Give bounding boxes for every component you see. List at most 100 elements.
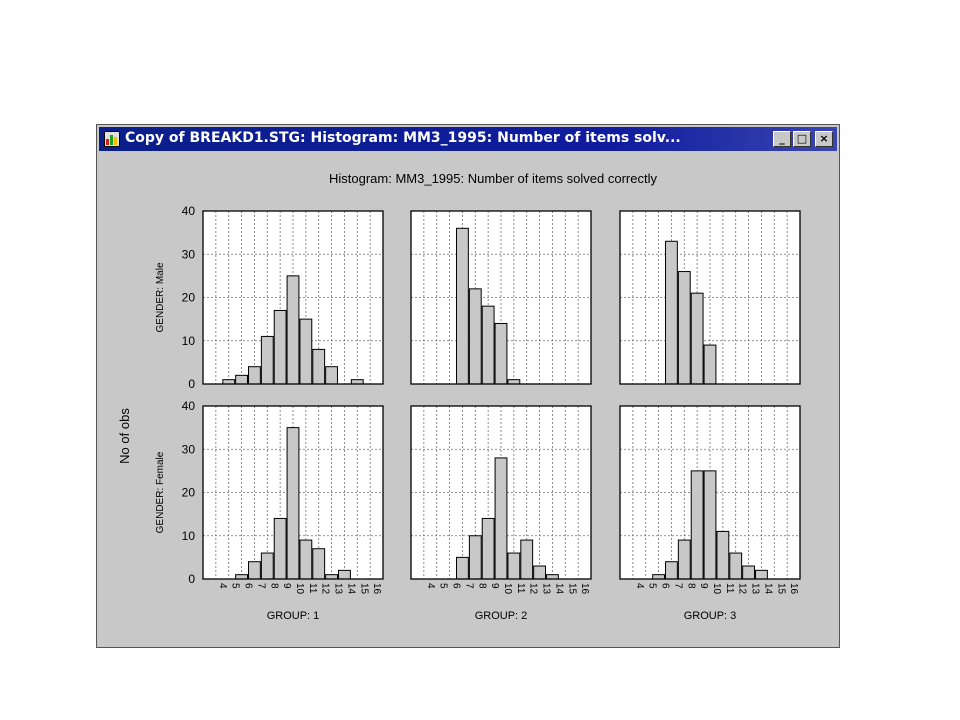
histogram-window: Copy of BREAKD1.STG: Histogram: MM3_1995… [96, 124, 840, 648]
y-tick-label: 10 [182, 334, 196, 348]
panel: 4 5 6 7 8 9 10 11 12 13 14 15 16 GROUP: 2 [410, 405, 592, 622]
histogram-bar [742, 565, 755, 580]
row-label: GENDER: Male [155, 262, 166, 332]
x-tick-label: 7 [672, 583, 683, 589]
histogram-bar [677, 271, 691, 385]
x-tick-label: 8 [476, 583, 487, 589]
x-tick-label: 14 [762, 583, 773, 595]
chart-area: Histogram: MM3_1995: Number of items sol… [99, 153, 837, 645]
histogram-bar [468, 288, 482, 385]
x-tick-label: 7 [255, 583, 266, 589]
histogram-bar [690, 292, 704, 385]
app-icon [104, 131, 120, 147]
x-tick-label: 16 [788, 583, 799, 595]
x-tick-label: 9 [698, 583, 709, 589]
panel [410, 210, 592, 385]
panel-frame [619, 210, 801, 385]
x-tick-label: 9 [281, 583, 292, 589]
histogram-bar [338, 569, 351, 580]
minimize-button[interactable]: _ [773, 131, 791, 147]
histogram-bar [235, 374, 248, 385]
histogram-bar [273, 517, 287, 580]
x-tick-label: 10 [711, 583, 722, 595]
title-bar[interactable]: Copy of BREAKD1.STG: Histogram: MM3_1995… [99, 127, 837, 151]
histogram-bar [520, 539, 534, 580]
panel-frame [410, 405, 592, 580]
histogram-bar [468, 535, 482, 580]
panel-frame [619, 405, 801, 580]
y-tick-label: 40 [182, 399, 196, 413]
histogram-bar [716, 530, 730, 580]
y-tick-label: 40 [182, 204, 196, 218]
histogram-bar [273, 309, 287, 385]
histogram-bar [494, 457, 508, 580]
x-tick-label: 16 [371, 583, 382, 595]
histogram-bar [494, 322, 508, 385]
x-tick-label: 8 [685, 583, 696, 589]
histogram-bar [456, 227, 469, 385]
x-tick-label: 6 [451, 583, 462, 589]
x-tick-label: 12 [737, 583, 748, 595]
x-tick-label: 4 [217, 583, 228, 589]
x-tick-label: 11 [724, 583, 735, 594]
histogram-bar [312, 548, 326, 580]
histogram-bar [729, 552, 743, 580]
x-tick-label: 11 [307, 583, 318, 594]
y-axis-label: No of obs [117, 408, 132, 464]
x-tick-label: 5 [647, 583, 658, 589]
histogram-bar [703, 344, 717, 385]
y-tick-label: 30 [182, 247, 196, 261]
x-tick-label: 8 [268, 583, 279, 589]
histogram-bar [690, 470, 704, 580]
histogram-bar [299, 539, 313, 580]
x-tick-label: 9 [489, 583, 500, 589]
histogram-bar [665, 561, 678, 580]
histogram-bar [248, 561, 261, 580]
x-tick-label: 15 [358, 583, 369, 595]
histogram-bar [703, 470, 717, 580]
y-tick-label: 0 [188, 377, 195, 391]
x-tick-label: 10 [502, 583, 513, 595]
x-tick-label: 6 [660, 583, 671, 589]
x-tick-label: 7 [463, 583, 474, 589]
x-tick-label: 13 [333, 583, 344, 595]
histogram-bar [456, 556, 469, 580]
chart-title: Histogram: MM3_1995: Number of items sol… [329, 171, 658, 186]
x-tick-label: 13 [750, 583, 761, 595]
row-label: GENDER: Female [155, 451, 166, 533]
y-tick-label: 20 [182, 291, 196, 305]
close-button[interactable]: × [815, 131, 833, 147]
histogram-bar [260, 335, 274, 385]
x-tick-label: 5 [438, 583, 449, 589]
panel-frame [202, 210, 384, 385]
y-tick-label: 20 [182, 486, 196, 500]
histogram-chart: Histogram: MM3_1995: Number of items sol… [117, 171, 801, 622]
histogram-bar [260, 552, 274, 580]
x-tick-label: 4 [425, 583, 436, 589]
y-tick-label: 30 [182, 442, 196, 456]
panel [619, 210, 801, 385]
x-tick-label: 15 [775, 583, 786, 595]
x-tick-label: 10 [294, 583, 305, 595]
y-tick-label: 10 [182, 529, 196, 543]
window-title: Copy of BREAKD1.STG: Histogram: MM3_1995… [125, 130, 681, 146]
x-tick-label: 5 [230, 583, 241, 589]
histogram-bar [755, 569, 768, 580]
x-tick-label: 4 [634, 583, 645, 589]
histogram-bar [533, 565, 546, 580]
x-tick-label: 12 [528, 583, 539, 595]
panel-frame [410, 210, 592, 385]
histogram-bar [481, 517, 495, 580]
x-tick-label: 6 [243, 583, 254, 589]
x-tick-label: 11 [515, 583, 526, 594]
x-tick-label: 13 [541, 583, 552, 595]
histogram-bar [248, 366, 261, 385]
histogram-bar [286, 427, 300, 580]
histogram-bar [677, 539, 691, 580]
x-tick-label: 14 [553, 583, 564, 595]
histogram-bar [481, 305, 495, 385]
x-tick-label: 15 [566, 583, 577, 595]
x-tick-label: 14 [345, 583, 356, 595]
maximize-button[interactable]: □ [793, 131, 811, 147]
